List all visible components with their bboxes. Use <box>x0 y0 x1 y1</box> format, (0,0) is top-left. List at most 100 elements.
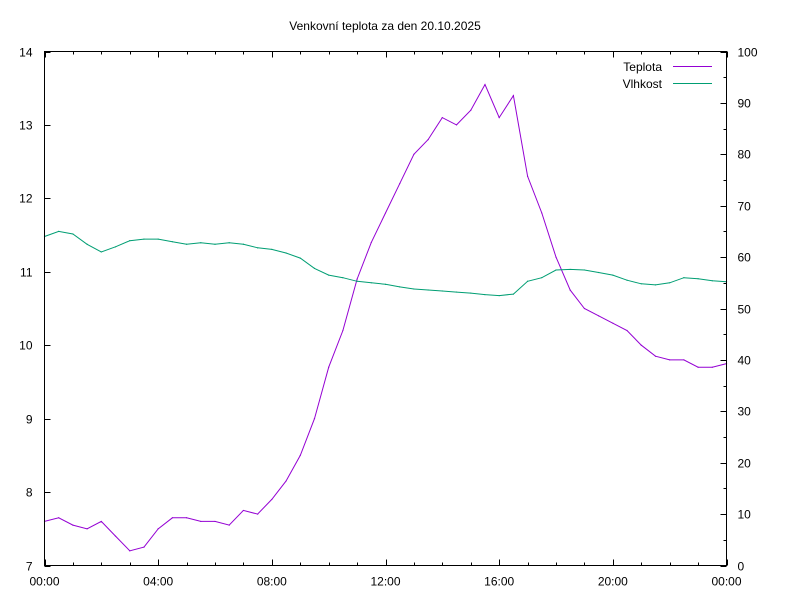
y-tick-label: 11 <box>20 266 33 280</box>
data-point-teplota <box>441 116 443 119</box>
data-point-vlhkost <box>683 277 685 279</box>
data-point-vlhkost <box>413 288 415 290</box>
data-point-teplota <box>583 307 586 310</box>
data-point-teplota <box>413 153 415 155</box>
data-point-vlhkost <box>441 290 443 292</box>
data-point-vlhkost <box>214 243 216 245</box>
data-point-teplota <box>384 212 387 214</box>
data-point-teplota <box>427 139 429 141</box>
data-point-vlhkost <box>399 286 401 288</box>
data-point-teplota <box>399 183 401 185</box>
data-point-vlhkost <box>143 238 145 240</box>
data-point-vlhkost <box>257 247 259 249</box>
y-tick-label: 13 <box>19 119 33 133</box>
data-point-teplota <box>484 83 486 86</box>
data-point-teplota <box>200 520 202 523</box>
chart-title: Venkovní teplota za den 20.10.2025 <box>289 19 481 33</box>
data-point-vlhkost <box>171 241 173 243</box>
y-tick-label: 7 <box>26 560 33 574</box>
data-point-teplota <box>342 329 344 332</box>
data-point-vlhkost <box>114 246 117 248</box>
x-tick-label: 04:00 <box>143 575 173 589</box>
data-point-teplota <box>455 124 458 126</box>
data-point-teplota <box>313 418 316 420</box>
data-point-vlhkost <box>285 252 287 254</box>
data-point-vlhkost <box>271 248 273 250</box>
y2-tick-label: 50 <box>738 303 752 317</box>
data-point-teplota <box>157 528 159 530</box>
data-point-vlhkost <box>313 267 316 270</box>
data-point-vlhkost <box>583 269 586 271</box>
data-point-teplota <box>683 359 685 361</box>
x-tick-label: 20:00 <box>598 575 628 589</box>
data-point-teplota <box>271 498 273 501</box>
data-point-teplota <box>370 241 372 244</box>
data-point-vlhkost <box>157 238 159 240</box>
data-point-vlhkost <box>455 291 458 293</box>
x-tick-label: 00:00 <box>29 575 59 589</box>
legend-label-vlhkost: Vlhkost <box>623 77 663 91</box>
data-point-vlhkost <box>541 277 543 279</box>
data-point-vlhkost <box>299 257 301 259</box>
data-point-teplota <box>129 550 131 552</box>
y2-tick-label: 70 <box>738 200 752 214</box>
data-point-vlhkost <box>640 283 642 285</box>
data-point-teplota <box>654 355 657 357</box>
series-line-vlhkost <box>44 230 727 297</box>
data-point-teplota <box>526 175 529 177</box>
data-point-vlhkost <box>370 282 372 284</box>
data-point-teplota <box>114 535 117 537</box>
data-point-teplota <box>328 366 330 368</box>
y-tick-label: 14 <box>19 46 33 60</box>
data-point-teplota <box>257 513 259 515</box>
data-point-teplota <box>86 528 88 530</box>
data-point-vlhkost <box>626 279 628 281</box>
series-line-teplota <box>44 83 727 552</box>
data-point-teplota <box>569 289 571 291</box>
x-tick-label: 12:00 <box>370 575 400 589</box>
data-point-teplota <box>100 520 102 523</box>
data-point-vlhkost <box>200 242 202 244</box>
data-point-teplota <box>185 517 188 519</box>
y2-tick-label: 0 <box>738 560 745 574</box>
data-point-vlhkost <box>129 240 131 242</box>
data-point-teplota <box>171 517 173 519</box>
y-tick-label: 12 <box>19 192 33 206</box>
data-point-teplota <box>214 520 216 523</box>
data-point-teplota <box>697 366 699 368</box>
data-point-vlhkost <box>328 274 330 276</box>
data-point-teplota <box>598 315 600 317</box>
data-point-vlhkost <box>342 277 344 279</box>
data-point-vlhkost <box>384 283 387 285</box>
data-point-teplota <box>498 116 500 119</box>
data-point-teplota <box>711 366 713 368</box>
data-point-vlhkost <box>228 242 230 244</box>
y2-tick-label: 30 <box>738 405 752 419</box>
data-point-vlhkost <box>470 292 472 294</box>
data-point-teplota <box>626 329 628 332</box>
data-point-vlhkost <box>526 280 529 282</box>
data-point-teplota <box>285 480 287 482</box>
data-point-vlhkost <box>356 280 358 282</box>
x-tick-label: 08:00 <box>257 575 287 589</box>
y-tick-label: 8 <box>26 486 33 500</box>
data-point-vlhkost <box>484 294 486 296</box>
data-point-vlhkost <box>58 230 60 232</box>
data-point-vlhkost <box>697 278 699 280</box>
y2-tick-label: 10 <box>738 508 752 522</box>
data-point-vlhkost <box>669 282 671 284</box>
y2-tick-label: 90 <box>738 97 752 111</box>
data-point-vlhkost <box>569 268 571 271</box>
data-point-teplota <box>640 344 642 346</box>
data-point-teplota <box>228 524 230 526</box>
data-point-teplota <box>512 94 514 97</box>
data-point-teplota <box>143 546 145 548</box>
data-point-teplota <box>242 509 245 512</box>
data-point-vlhkost <box>555 269 557 271</box>
data-point-vlhkost <box>711 280 713 282</box>
data-point-vlhkost <box>242 243 245 245</box>
data-point-vlhkost <box>100 251 102 253</box>
y2-tick-label: 20 <box>738 457 752 471</box>
data-point-teplota <box>612 322 614 324</box>
data-point-vlhkost <box>654 284 657 286</box>
